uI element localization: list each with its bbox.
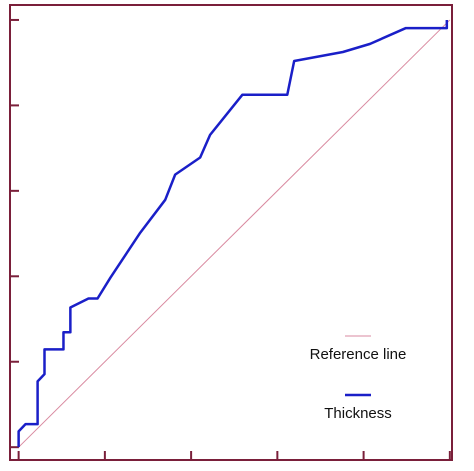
roc-curve bbox=[17, 19, 449, 448]
plot-frame bbox=[9, 4, 453, 461]
legend-label: Reference line bbox=[310, 346, 407, 363]
reference-line bbox=[18, 19, 451, 448]
legend-label: Thickness bbox=[324, 405, 392, 422]
